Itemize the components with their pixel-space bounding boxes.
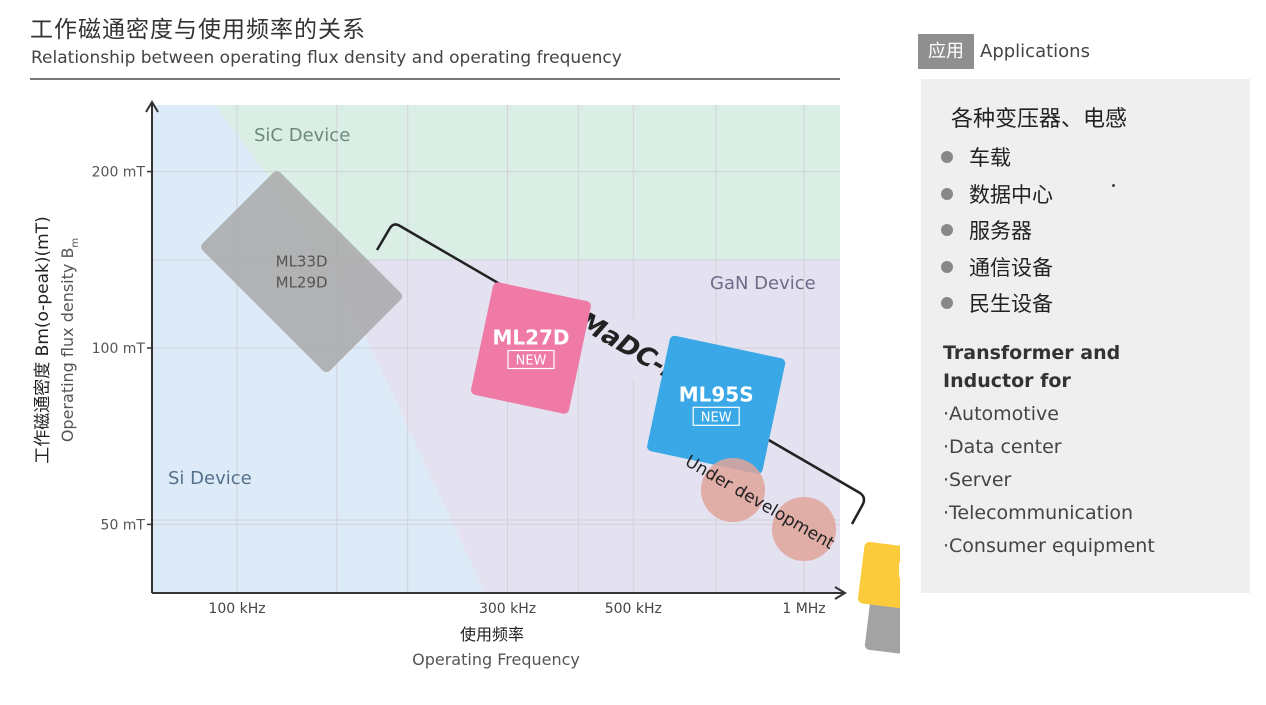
bullet-icon xyxy=(941,224,953,237)
material-name: ML29D xyxy=(276,273,328,291)
bullet-icon xyxy=(941,260,953,273)
material-name: ML33D xyxy=(276,252,328,270)
application-label: 数据中心 xyxy=(969,182,1053,207)
y-axis-title-zh: 工作磁通密度 Bm(o-peak)(mT) xyxy=(33,216,53,463)
new-badge-label: NEW xyxy=(516,354,547,369)
material-shape xyxy=(858,541,900,621)
application-label: 民生设备 xyxy=(969,292,1053,317)
region-label-gan: GaN Device xyxy=(710,273,816,294)
material-block-ml95s: ML95S NEW xyxy=(647,335,786,474)
material-block-ml91s: ML91SNEW xyxy=(858,541,900,621)
applications-badge: 应用 xyxy=(918,34,974,69)
stray-dot xyxy=(1112,184,1115,187)
x-tick-label: 1 MHz xyxy=(782,601,825,617)
applications-list-en: ·Automotive ·Data center ·Server ·Teleco… xyxy=(943,397,1155,562)
application-label: 通信设备 xyxy=(969,255,1053,280)
sic-region xyxy=(215,105,840,260)
y-tick-label: 50 mT xyxy=(101,517,146,533)
application-label: 服务器 xyxy=(969,219,1032,244)
region-label-sic: SiC Device xyxy=(254,125,350,146)
list-item: ·Server xyxy=(943,468,1012,491)
list-item: 民生设备 xyxy=(941,285,1053,322)
list-item: 服务器 xyxy=(941,212,1053,249)
material-shape xyxy=(201,171,403,373)
material-shape xyxy=(471,282,591,414)
flux-frequency-chart: SiC Device GaN Device Si Device 50 mT 100 mT… xyxy=(33,100,900,669)
material-label-group: ML91SNEW xyxy=(897,559,900,583)
applications-panel: 各种变压器、电感 车载 数据中心 服务器 通信设备 民生设备 Transform… xyxy=(921,79,1250,593)
y-tick-label: 100 mT xyxy=(92,341,146,357)
material-shape xyxy=(864,595,900,666)
material-label-group: ML33D ML29D xyxy=(276,252,328,291)
bullet-icon xyxy=(941,297,953,310)
y-axis-title-en: Operating flux density Bm xyxy=(58,238,81,442)
bullet-icon xyxy=(941,187,953,200)
new-badge xyxy=(507,349,555,370)
y-axis-title-subscript: m xyxy=(70,238,81,248)
x-tick-label: 100 kHz xyxy=(208,601,265,617)
applications-heading-zh: 各种变压器、电感 xyxy=(951,107,1128,132)
page-title-en: Relationship between operating flux dens… xyxy=(31,48,622,68)
list-item: ·Telecommunication xyxy=(943,501,1134,524)
material-block-ml90s: ML90S xyxy=(864,595,900,666)
list-item: ·Data center xyxy=(943,435,1062,458)
development-circle xyxy=(701,458,765,522)
x-axis-title-zh: 使用频率 xyxy=(460,625,524,644)
material-block-ml27d: ML27D NEW xyxy=(471,282,591,414)
x-tick-label: 500 kHz xyxy=(605,601,662,617)
new-badge-label: NEW xyxy=(701,410,732,425)
material-name: ML95S xyxy=(679,382,754,406)
material-name: ML27D xyxy=(492,326,569,350)
material-label-group: ML27D NEW xyxy=(492,326,570,370)
applications-header: 应用 Applications xyxy=(918,34,1090,69)
list-item: 数据中心 xyxy=(941,176,1053,213)
applications-heading-en: Transformer and Inductor for xyxy=(943,342,1121,392)
material-shape xyxy=(647,335,786,474)
list-item: ·Automotive xyxy=(943,402,1059,425)
list-item: 通信设备 xyxy=(941,249,1053,286)
bullet-icon xyxy=(941,151,953,164)
x-axis-arrow xyxy=(834,586,847,600)
list-item: ·Consumer equipment xyxy=(943,534,1155,557)
y-axis-arrow xyxy=(145,100,159,113)
development-circle xyxy=(772,497,836,561)
x-tick-label: 300 kHz xyxy=(479,601,536,617)
material-label-group: ML95S NEW xyxy=(679,382,754,426)
application-label: 车载 xyxy=(969,146,1011,171)
material-block-ml33d-ml29d: ML33D ML29D xyxy=(201,171,403,373)
new-badge xyxy=(692,406,740,426)
y-tick-label: 200 mT xyxy=(92,165,146,181)
applications-title: Applications xyxy=(980,41,1090,62)
title-divider xyxy=(30,78,840,80)
applications-list-zh: 车载 数据中心 服务器 通信设备 民生设备 xyxy=(941,139,1053,322)
page-title-zh: 工作磁通密度与使用频率的关系 xyxy=(30,17,366,43)
list-item: 车载 xyxy=(941,139,1053,176)
region-label-si: Si Device xyxy=(168,468,252,489)
material-name: ML91S xyxy=(897,559,900,583)
x-axis-title-en: Operating Frequency xyxy=(412,650,580,669)
